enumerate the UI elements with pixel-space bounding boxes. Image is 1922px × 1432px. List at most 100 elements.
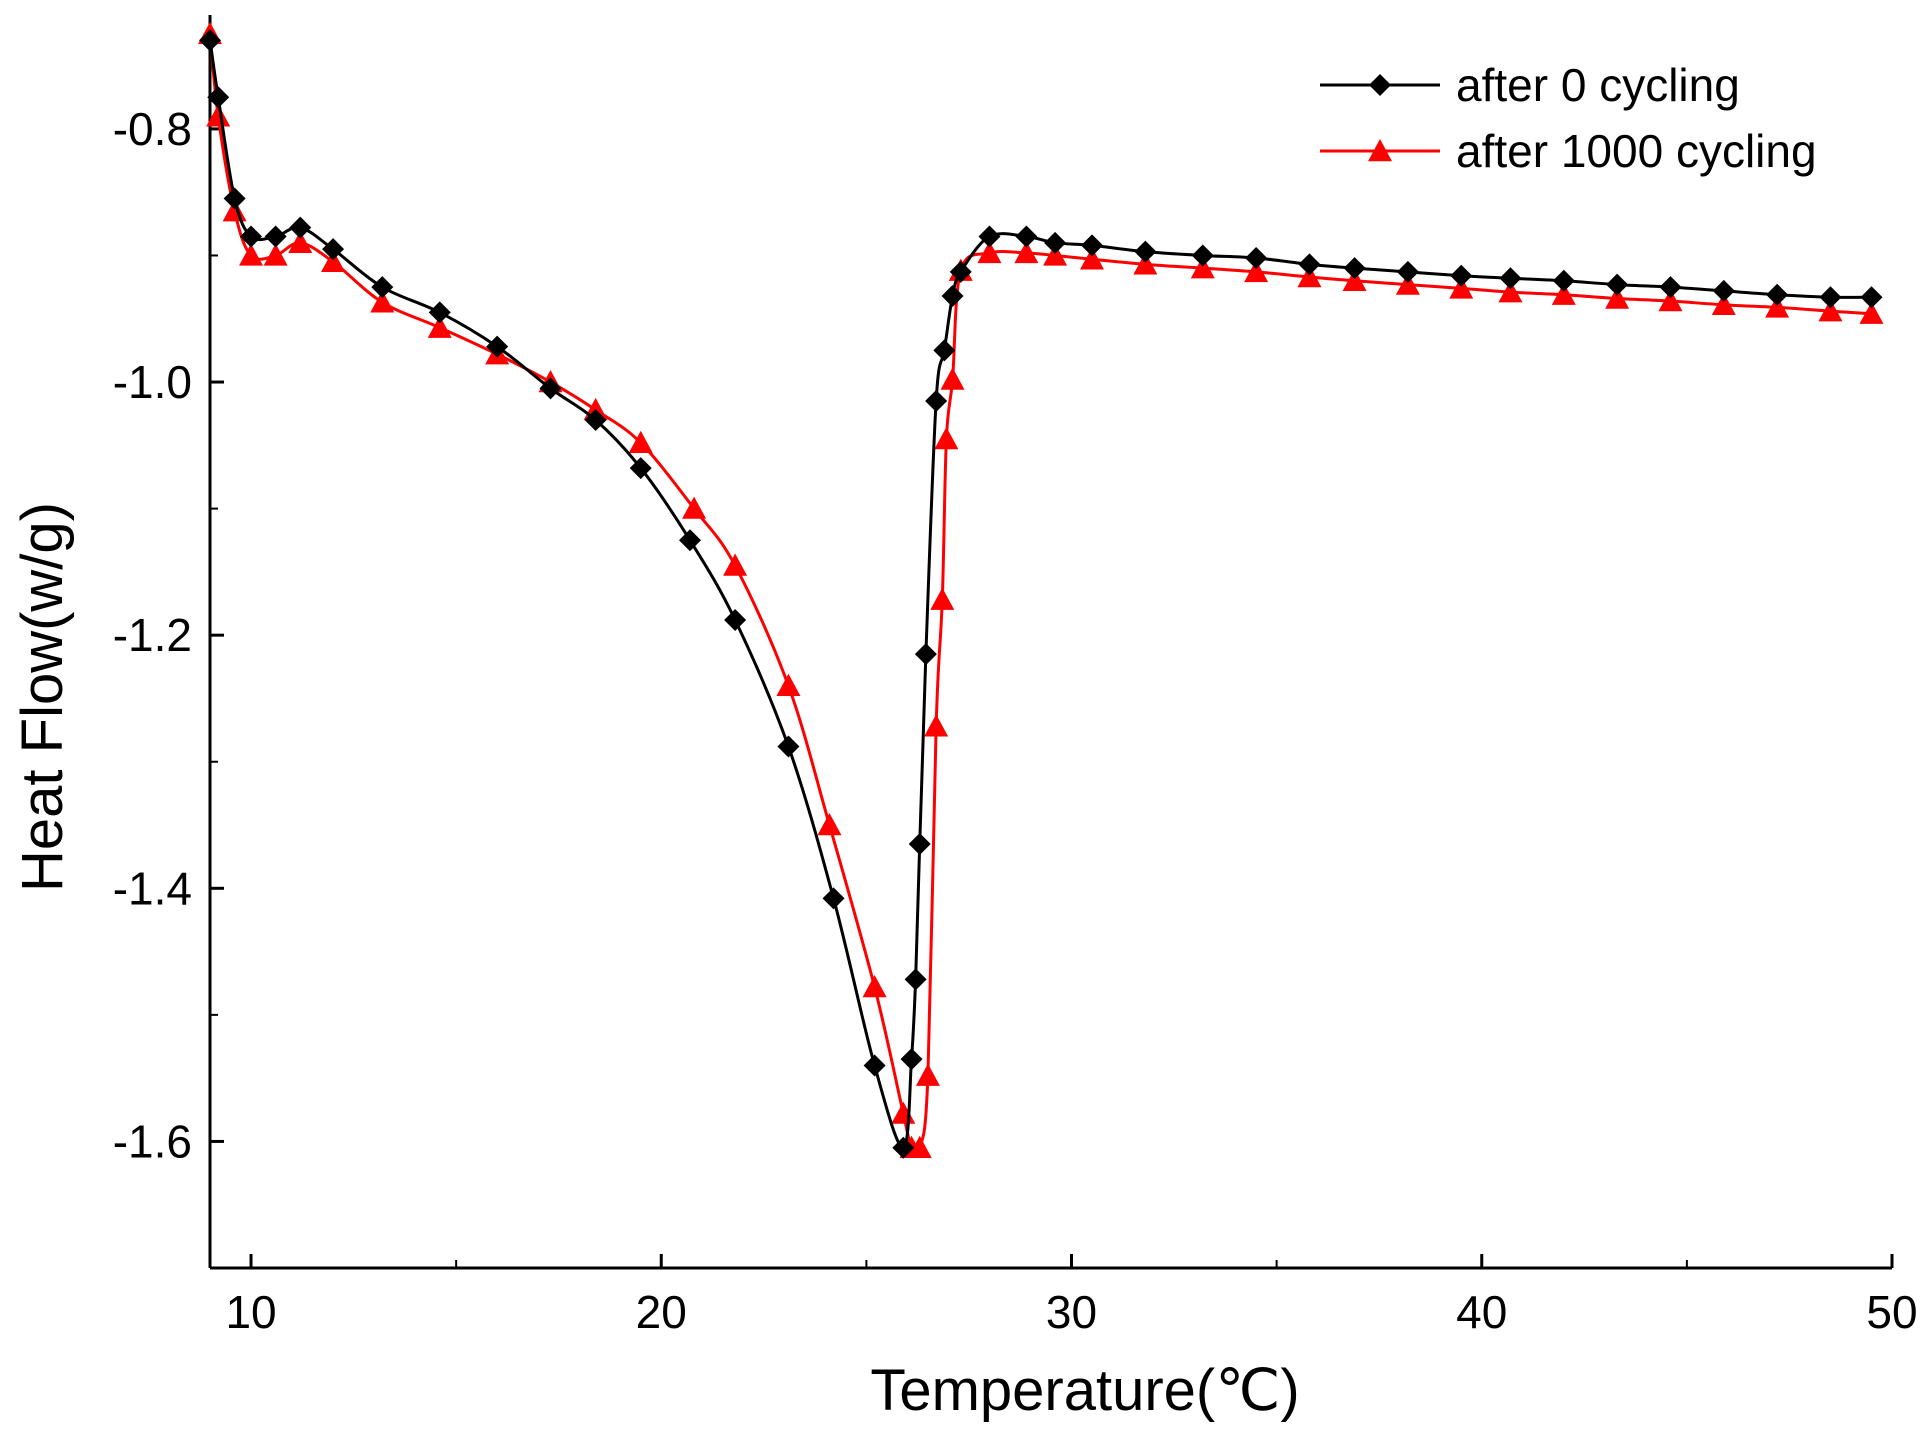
data-point <box>1605 286 1630 309</box>
data-point <box>427 315 452 338</box>
data-point <box>892 1136 915 1159</box>
data-point <box>322 238 345 261</box>
axes: 10 20 30 40 50 -0.8 -1.0 -1.2 -1.4 -1.6 <box>113 15 1918 1338</box>
data-point <box>1498 280 1523 303</box>
data-point <box>370 290 395 313</box>
data-point <box>724 608 747 631</box>
y-axis-label: Heat Flow(w/g) <box>10 502 75 892</box>
data-point <box>1342 268 1367 291</box>
data-point <box>862 975 887 998</box>
data-point <box>1015 225 1038 248</box>
data-point <box>1606 273 1629 296</box>
data-point <box>776 673 801 696</box>
data-point <box>1395 272 1420 295</box>
data-point <box>930 587 955 610</box>
data-point <box>207 86 230 109</box>
data-point <box>1765 295 1790 318</box>
data-point <box>1244 259 1269 283</box>
series-0 <box>199 29 1883 1159</box>
data-point <box>1711 292 1736 316</box>
data-point <box>371 276 394 299</box>
x-axis-label: Temperature(℃) <box>870 1358 1299 1423</box>
data-point <box>777 735 800 758</box>
data-point <box>289 216 312 239</box>
data-point <box>978 225 1001 248</box>
x-tick-label: 10 <box>225 1286 276 1338</box>
data-point <box>1191 244 1214 267</box>
data-point <box>1190 256 1215 279</box>
data-point <box>1396 260 1419 283</box>
legend-marker <box>1369 74 1391 96</box>
data-point <box>863 1054 886 1077</box>
data-point <box>1551 282 1576 305</box>
data-point <box>904 968 927 991</box>
data-point <box>822 887 845 910</box>
data-point <box>223 187 246 210</box>
data-point <box>925 390 948 413</box>
data-point <box>723 553 748 576</box>
data-point <box>1245 247 1268 270</box>
x-tick-label: 40 <box>1456 1286 1507 1338</box>
data-point <box>321 249 346 273</box>
data-point <box>949 260 972 283</box>
data-point <box>428 301 451 324</box>
data-point <box>288 230 313 254</box>
series-line <box>208 33 1872 1157</box>
data-point <box>941 284 964 307</box>
data-point <box>1080 247 1105 270</box>
data-point <box>1859 301 1884 324</box>
data-point <box>914 643 937 666</box>
data-point <box>240 225 263 248</box>
data-point <box>1659 276 1682 299</box>
data-point <box>678 529 701 552</box>
data-point <box>682 496 707 519</box>
data-point <box>1343 257 1366 280</box>
data-point <box>907 1135 932 1158</box>
data-point <box>1860 286 1883 309</box>
data-point <box>629 457 652 480</box>
data-point <box>1449 276 1474 299</box>
data-point <box>239 243 264 266</box>
data-point <box>1297 264 1322 288</box>
data-point <box>924 714 949 737</box>
data-point <box>1044 231 1067 254</box>
data-point <box>199 29 221 52</box>
series-layer <box>198 21 1884 1159</box>
y-tick-label: -0.8 <box>113 103 192 155</box>
legend-label: after 1000 cycling <box>1456 125 1817 177</box>
x-tick-label: 50 <box>1866 1286 1917 1338</box>
data-point <box>206 104 231 127</box>
data-point <box>1818 299 1843 322</box>
data-point <box>1133 252 1158 275</box>
data-point <box>934 426 959 450</box>
data-point <box>1712 279 1735 302</box>
y-tick-label: -1.6 <box>113 1115 192 1167</box>
data-point <box>264 225 287 248</box>
data-point <box>900 1048 923 1071</box>
data-point <box>1134 240 1157 263</box>
data-point <box>977 240 1002 264</box>
data-point <box>539 377 562 400</box>
y-tick-label: -1.2 <box>113 609 192 661</box>
data-point <box>1499 267 1522 290</box>
data-point <box>1450 264 1473 287</box>
legend: after 0 cycling after 1000 cycling <box>1320 59 1817 177</box>
data-point <box>915 1063 940 1086</box>
data-point <box>1081 234 1104 257</box>
data-point <box>628 430 653 453</box>
series-1 <box>198 21 1884 1158</box>
data-point <box>584 409 607 432</box>
data-point <box>1819 286 1842 309</box>
x-tick-label: 20 <box>636 1286 687 1338</box>
data-point <box>908 833 931 856</box>
legend-marker <box>1368 139 1392 162</box>
data-point <box>1014 240 1039 264</box>
data-point <box>817 813 842 836</box>
data-point <box>263 243 288 266</box>
legend-label: after 0 cycling <box>1456 59 1740 111</box>
data-point <box>1658 289 1683 312</box>
series-line <box>208 40 1872 1150</box>
data-point <box>486 335 509 358</box>
